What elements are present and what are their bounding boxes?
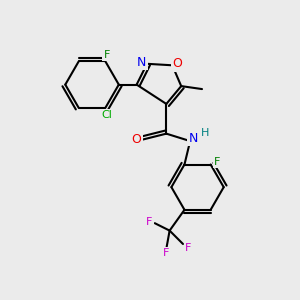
Text: O: O [173,57,183,70]
Text: O: O [132,133,142,146]
Text: N: N [188,132,198,145]
Text: F: F [214,157,220,166]
Text: H: H [201,128,209,138]
Text: F: F [146,217,153,227]
Text: N: N [137,56,146,69]
Text: F: F [104,50,110,60]
Text: F: F [185,243,191,254]
Text: F: F [163,248,169,259]
Text: Cl: Cl [101,110,112,120]
